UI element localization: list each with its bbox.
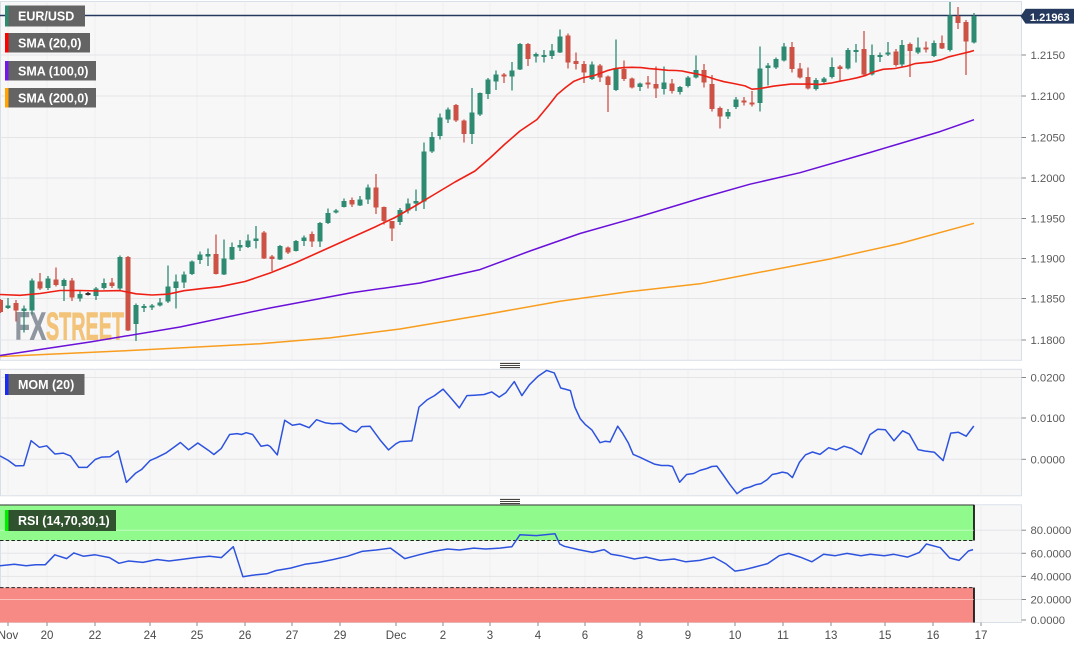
svg-text:1.21963: 1.21963 bbox=[1030, 12, 1070, 24]
svg-text:EUR/USD: EUR/USD bbox=[18, 10, 74, 24]
svg-text:1.2100: 1.2100 bbox=[1031, 91, 1066, 103]
svg-text:0.0000: 0.0000 bbox=[1031, 454, 1066, 466]
svg-text:3: 3 bbox=[487, 630, 493, 642]
svg-text:80.0000: 80.0000 bbox=[1031, 525, 1072, 537]
svg-text:22: 22 bbox=[89, 630, 102, 642]
svg-text:4: 4 bbox=[535, 630, 542, 642]
svg-text:1.1950: 1.1950 bbox=[1031, 214, 1066, 226]
svg-text:9: 9 bbox=[685, 630, 691, 642]
svg-text:0.0000: 0.0000 bbox=[1031, 615, 1066, 627]
svg-text:16: 16 bbox=[927, 630, 940, 642]
svg-text:25: 25 bbox=[191, 630, 204, 642]
svg-text:1.1850: 1.1850 bbox=[1031, 294, 1066, 306]
svg-text:STREET: STREET bbox=[46, 306, 124, 349]
svg-text:0.0100: 0.0100 bbox=[1031, 413, 1066, 425]
svg-text:24: 24 bbox=[144, 630, 157, 642]
svg-text:SMA (200,0): SMA (200,0) bbox=[18, 91, 88, 105]
svg-text:1.2000: 1.2000 bbox=[1031, 173, 1066, 185]
svg-text:2: 2 bbox=[440, 630, 446, 642]
svg-text:RSI (14,70,30,1): RSI (14,70,30,1) bbox=[18, 514, 110, 528]
svg-text:27: 27 bbox=[286, 630, 299, 642]
svg-text:1.2050: 1.2050 bbox=[1031, 133, 1066, 145]
svg-text:SMA (100,0): SMA (100,0) bbox=[18, 64, 88, 78]
svg-text:Dec: Dec bbox=[386, 630, 407, 642]
svg-text:1.1800: 1.1800 bbox=[1031, 335, 1066, 347]
svg-text:40.0000: 40.0000 bbox=[1031, 571, 1072, 583]
svg-text:11: 11 bbox=[777, 630, 789, 642]
svg-text:6: 6 bbox=[582, 630, 588, 642]
svg-text:0.0200: 0.0200 bbox=[1031, 373, 1066, 385]
svg-text:13: 13 bbox=[825, 630, 838, 642]
svg-text:1.1900: 1.1900 bbox=[1031, 254, 1066, 266]
svg-text:FX: FX bbox=[15, 306, 46, 349]
svg-text:20.0000: 20.0000 bbox=[1031, 595, 1072, 607]
svg-text:26: 26 bbox=[239, 630, 252, 642]
svg-text:10: 10 bbox=[729, 630, 742, 642]
svg-text:1.2150: 1.2150 bbox=[1031, 50, 1066, 62]
svg-text:29: 29 bbox=[334, 630, 347, 642]
svg-text:17: 17 bbox=[975, 630, 988, 642]
svg-text:SMA (20,0): SMA (20,0) bbox=[18, 36, 81, 50]
svg-text:15: 15 bbox=[879, 630, 892, 642]
svg-text:60.0000: 60.0000 bbox=[1031, 548, 1072, 560]
svg-text:MOM (20): MOM (20) bbox=[18, 378, 74, 392]
svg-text:8: 8 bbox=[637, 630, 643, 642]
svg-text:20: 20 bbox=[41, 630, 54, 642]
svg-text:Nov: Nov bbox=[0, 630, 18, 642]
